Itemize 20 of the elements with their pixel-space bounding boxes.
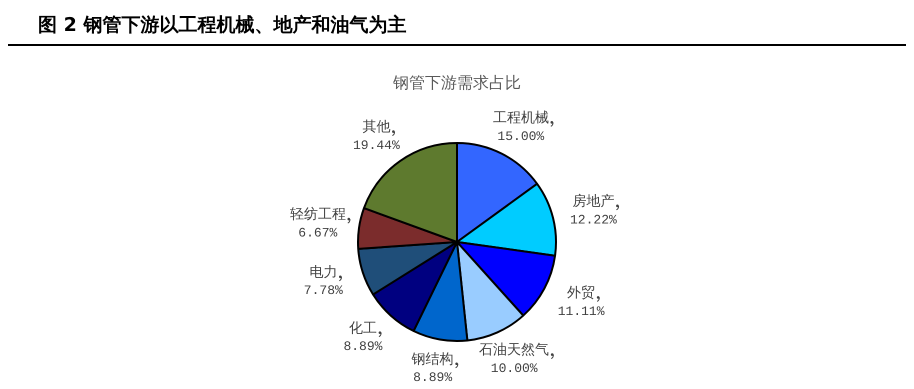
data-label: 8.89% <box>413 370 452 386</box>
slice-label: 电力 <box>309 264 338 280</box>
data-label: 10.00% <box>490 361 538 376</box>
chart-title: 图 2 钢管下游以工程机械、地产和油气为主 <box>8 8 906 46</box>
slice-label: 钢结构 <box>410 351 454 368</box>
slice-label: 化工 <box>348 320 377 336</box>
data-label: 7.78% <box>304 283 343 298</box>
slice-label: 外贸 <box>567 285 596 302</box>
slice-label: 石油天然气 <box>479 342 550 358</box>
data-label: 15.00% <box>497 128 544 144</box>
chart-subtitle: 钢管下游需求占比 <box>392 73 521 92</box>
data-label: 19.44% <box>352 138 400 153</box>
slice-label: 房地产 <box>572 194 614 210</box>
data-label: 12.22% <box>570 212 617 228</box>
data-label: 11.11% <box>558 304 605 319</box>
data-label: 6.67% <box>298 226 338 241</box>
slice-label: 轻纺工程 <box>290 206 346 223</box>
slice-label: 工程机械 <box>492 110 549 126</box>
slice-label: 其他 <box>362 119 390 136</box>
data-label: 8.89% <box>343 339 383 354</box>
